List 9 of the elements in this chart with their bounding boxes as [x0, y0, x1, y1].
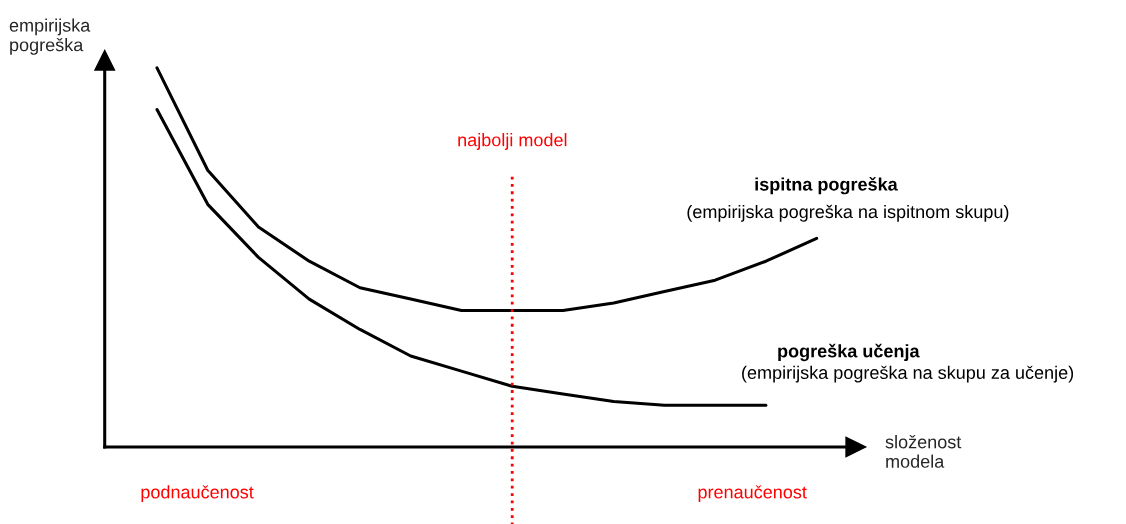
x-axis-title: složenost modela — [885, 435, 962, 468]
text: prenaučenost — [698, 485, 807, 503]
text: podnaučenost — [141, 485, 254, 503]
annotation: (empirijska pogreška na ispitnom skupu) — [687, 204, 1009, 222]
text: ispitna pogreška — [755, 177, 898, 195]
text: pogreška učenja — [778, 343, 920, 362]
y-axis-title: empirijska pogreška — [9, 18, 91, 55]
annotation: najbolji model — [458, 133, 567, 150]
annotation: (empirijska pogreška na skupu za učenje) — [742, 365, 1074, 383]
